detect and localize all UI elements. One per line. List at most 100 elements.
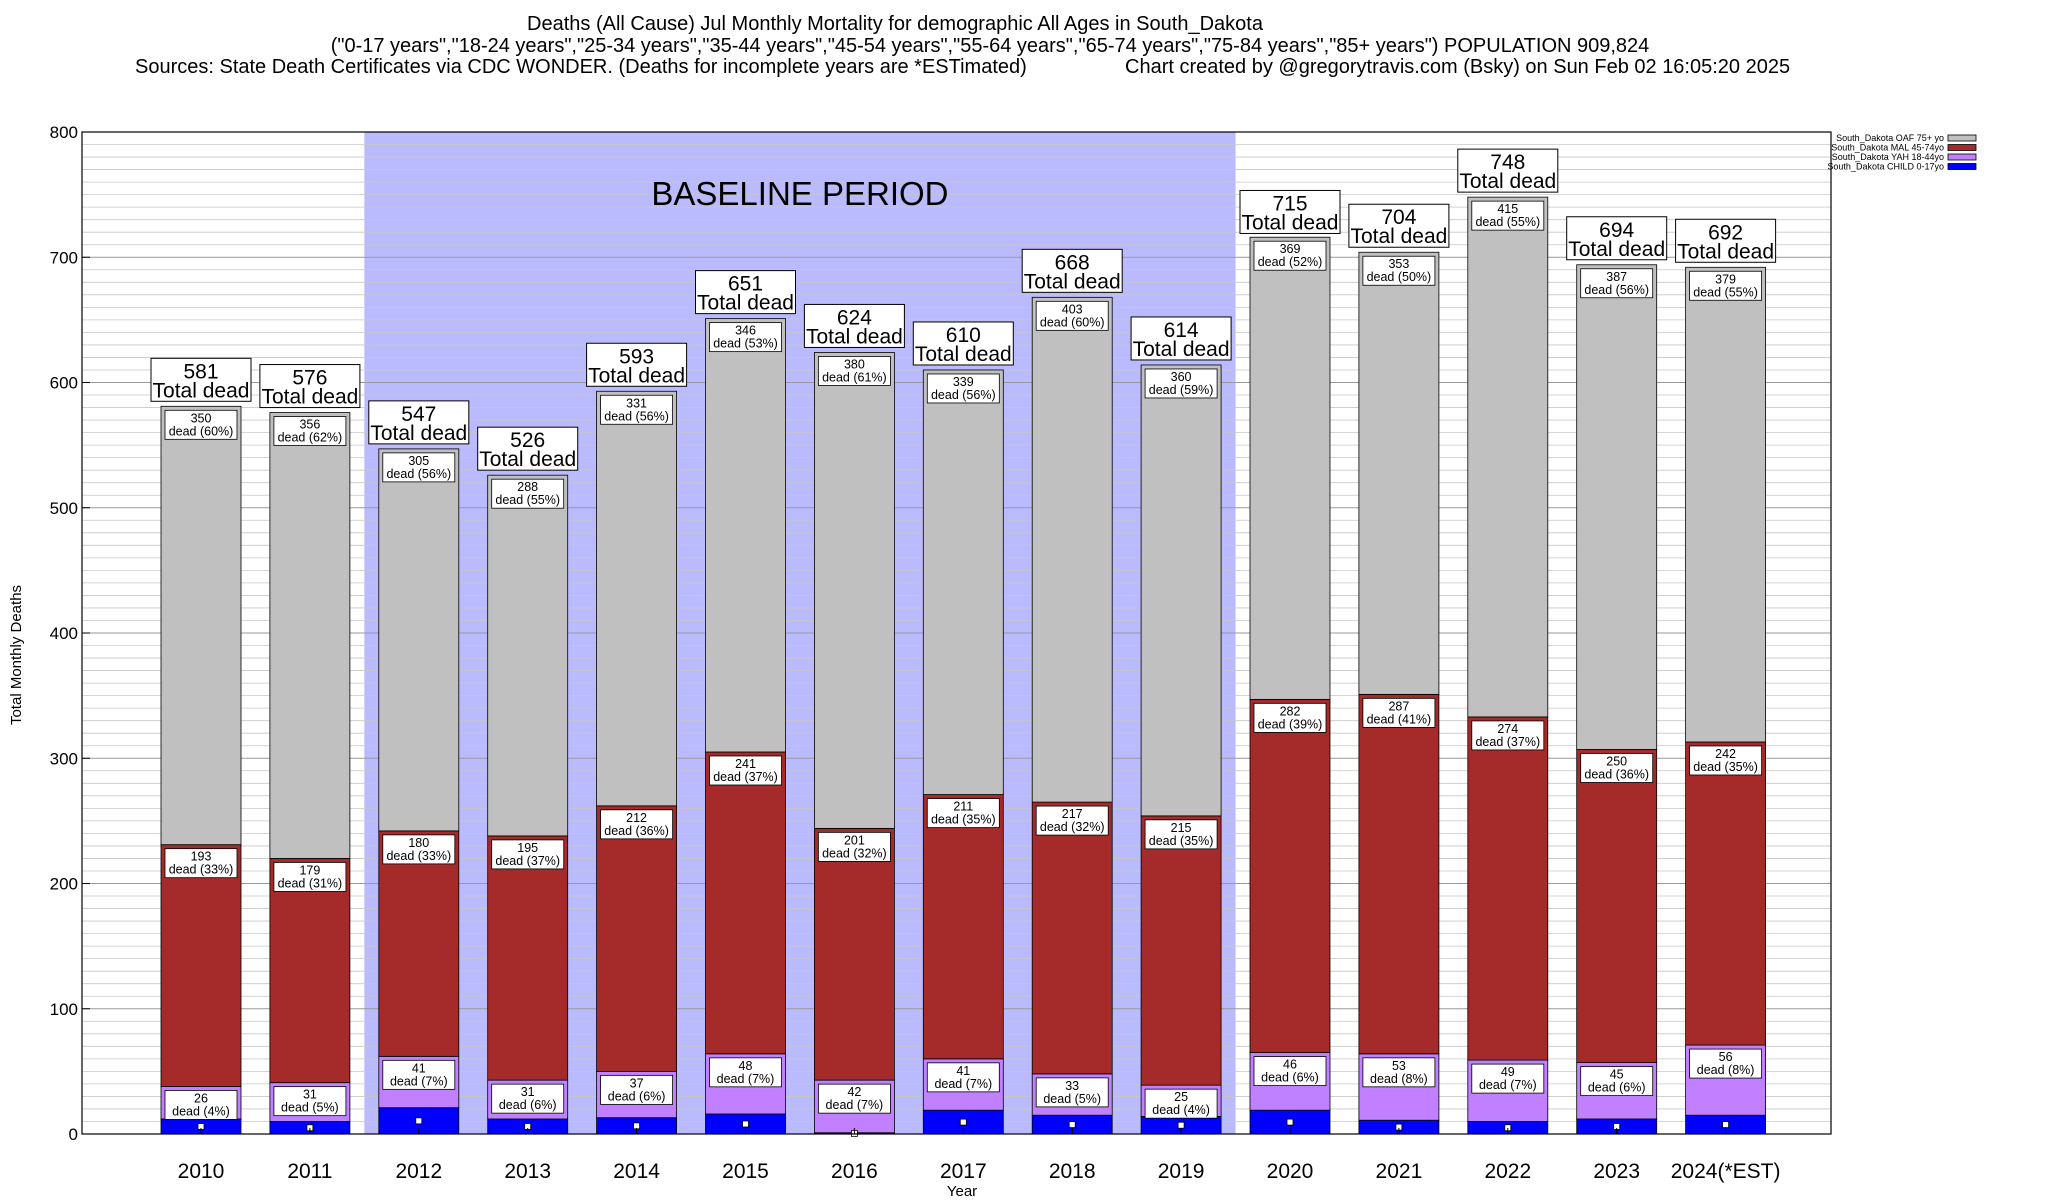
total-suffix-label: Total dead: [370, 422, 467, 445]
segment-percent-label: dead (8%): [1370, 1072, 1428, 1086]
segment-percent-label: dead (56%): [1584, 283, 1649, 297]
baseline-period-label: BASELINE PERIOD: [651, 175, 948, 212]
total-suffix-label: Total dead: [1024, 270, 1121, 293]
total-value-label: 715: [1272, 192, 1307, 215]
total-value-label: 610: [946, 324, 981, 347]
segment-value-label: 53: [1392, 1059, 1406, 1073]
total-value-label: 547: [401, 403, 436, 426]
segment-label-box: [273, 416, 347, 446]
segment-percent-label: dead (41%): [1367, 712, 1432, 726]
bar-segment: [269, 858, 351, 1084]
child-marker: [1286, 1118, 1294, 1126]
segment-percent-label: dead (33%): [386, 849, 451, 863]
total-value-label: 576: [292, 367, 327, 390]
segment-percent-label: dead (31%): [278, 876, 343, 890]
segment-value-label: 37: [630, 1076, 644, 1090]
total-box: [1239, 189, 1341, 234]
segment-label-box: [491, 839, 565, 870]
total-suffix-label: Total dead: [915, 343, 1012, 366]
segment-percent-label: dead (37%): [495, 854, 560, 868]
y-tick-label: 800: [50, 123, 78, 142]
segment-value-label: 42: [847, 1085, 861, 1099]
child-marker: [1722, 1121, 1729, 1129]
x-tick-label: 2024(*EST): [1671, 1160, 1781, 1183]
segment-label-box: [382, 1059, 456, 1090]
legend-swatch: [1947, 134, 1977, 142]
legend-swatch: [1947, 163, 1977, 170]
segment-value-label: 49: [1501, 1065, 1515, 1079]
x-tick-label: 2015: [722, 1160, 769, 1183]
y-tick-label: 0: [69, 1125, 78, 1144]
bar-segment: [1140, 364, 1222, 817]
chart-title: Deaths (All Cause) Jul Monthly Mortality…: [135, 13, 1790, 78]
segment-value-label: 360: [1171, 370, 1192, 384]
segment-label-box: [600, 1074, 673, 1105]
total-value-label: 526: [510, 429, 545, 452]
segment-percent-label: dead (59%): [1149, 383, 1214, 397]
child-marker: [415, 1117, 423, 1125]
bar-segment: [160, 844, 242, 1087]
segment-label-box: [818, 1083, 891, 1114]
total-value-label: 694: [1599, 219, 1634, 242]
segment-label-box: [818, 831, 891, 862]
segment-percent-label: dead (35%): [931, 813, 996, 827]
segment-percent-label: dead (36%): [604, 824, 669, 838]
segment-label-box: [1144, 368, 1218, 399]
segment-percent-label: dead (8%): [1697, 1063, 1755, 1077]
title-line-3-credit: Chart created by @gregorytravis.com (Bsk…: [1125, 56, 1790, 78]
segment-value-label: 26: [194, 1091, 208, 1105]
segment-percent-label: dead (50%): [1367, 270, 1432, 284]
segment-percent-label: dead (39%): [1258, 717, 1323, 731]
total-suffix-label: Total dead: [1350, 225, 1447, 248]
bar-segment: [1031, 296, 1113, 803]
x-tick-label: 2010: [178, 1160, 225, 1183]
total-suffix-label: Total dead: [806, 325, 903, 348]
segment-label-box: [709, 1057, 782, 1088]
segment-value-label: 56: [1719, 1050, 1733, 1064]
total-value-label: 581: [183, 360, 218, 383]
segment-value-label: 379: [1715, 272, 1736, 286]
segment-value-label: 288: [517, 480, 538, 494]
bar-segment: [378, 830, 460, 1057]
segment-percent-label: dead (55%): [1693, 285, 1758, 299]
segment-percent-label: dead (7%): [826, 1098, 884, 1112]
total-value-label: 651: [728, 273, 763, 296]
segment-value-label: 46: [1283, 1058, 1297, 1072]
segment-percent-label: dead (60%): [1040, 315, 1105, 329]
bar-segment: [1467, 716, 1549, 1061]
legend-swatch: [1947, 144, 1977, 151]
child-marker: [742, 1120, 749, 1128]
legend-label: South_Dakota CHILD 0-17yo: [1827, 162, 1944, 172]
total-suffix-label: Total dead: [261, 386, 358, 409]
segment-label-box: [1144, 1088, 1218, 1119]
total-suffix-label: Total dead: [697, 292, 794, 315]
total-value-label: 748: [1490, 151, 1525, 174]
title-line-2: ("0-17 years","18-24 years","25-34 years…: [331, 35, 1650, 57]
segment-percent-label: dead (60%): [169, 424, 234, 438]
segment-value-label: 282: [1280, 704, 1301, 718]
bar-segment: [487, 474, 569, 837]
total-suffix-label: Total dead: [1677, 240, 1774, 263]
segment-percent-label: dead (6%): [608, 1089, 666, 1103]
segment-label-box: [1689, 1048, 1762, 1079]
segment-label-box: [818, 356, 891, 386]
x-tick-label: 2019: [1158, 1160, 1205, 1183]
segment-label-box: [1035, 805, 1109, 836]
segment-label-box: [709, 755, 782, 786]
x-tick-label: 2017: [940, 1160, 987, 1183]
x-tick-label: 2021: [1376, 1160, 1423, 1183]
bar-segment: [269, 412, 351, 859]
total-box: [912, 321, 1014, 366]
segment-label-box: [1253, 240, 1327, 271]
segment-label-box: [926, 373, 1000, 404]
segment-value-label: 41: [956, 1064, 970, 1078]
segment-value-label: 31: [303, 1088, 317, 1102]
total-suffix-label: Total dead: [1568, 238, 1665, 261]
child-marker: [959, 1118, 967, 1126]
total-value-label: 614: [1164, 319, 1199, 342]
segment-percent-label: dead (7%): [1479, 1078, 1537, 1092]
segment-label-box: [1035, 1077, 1109, 1108]
segment-percent-label: dead (6%): [1261, 1071, 1319, 1085]
segment-label-box: [1362, 255, 1436, 286]
